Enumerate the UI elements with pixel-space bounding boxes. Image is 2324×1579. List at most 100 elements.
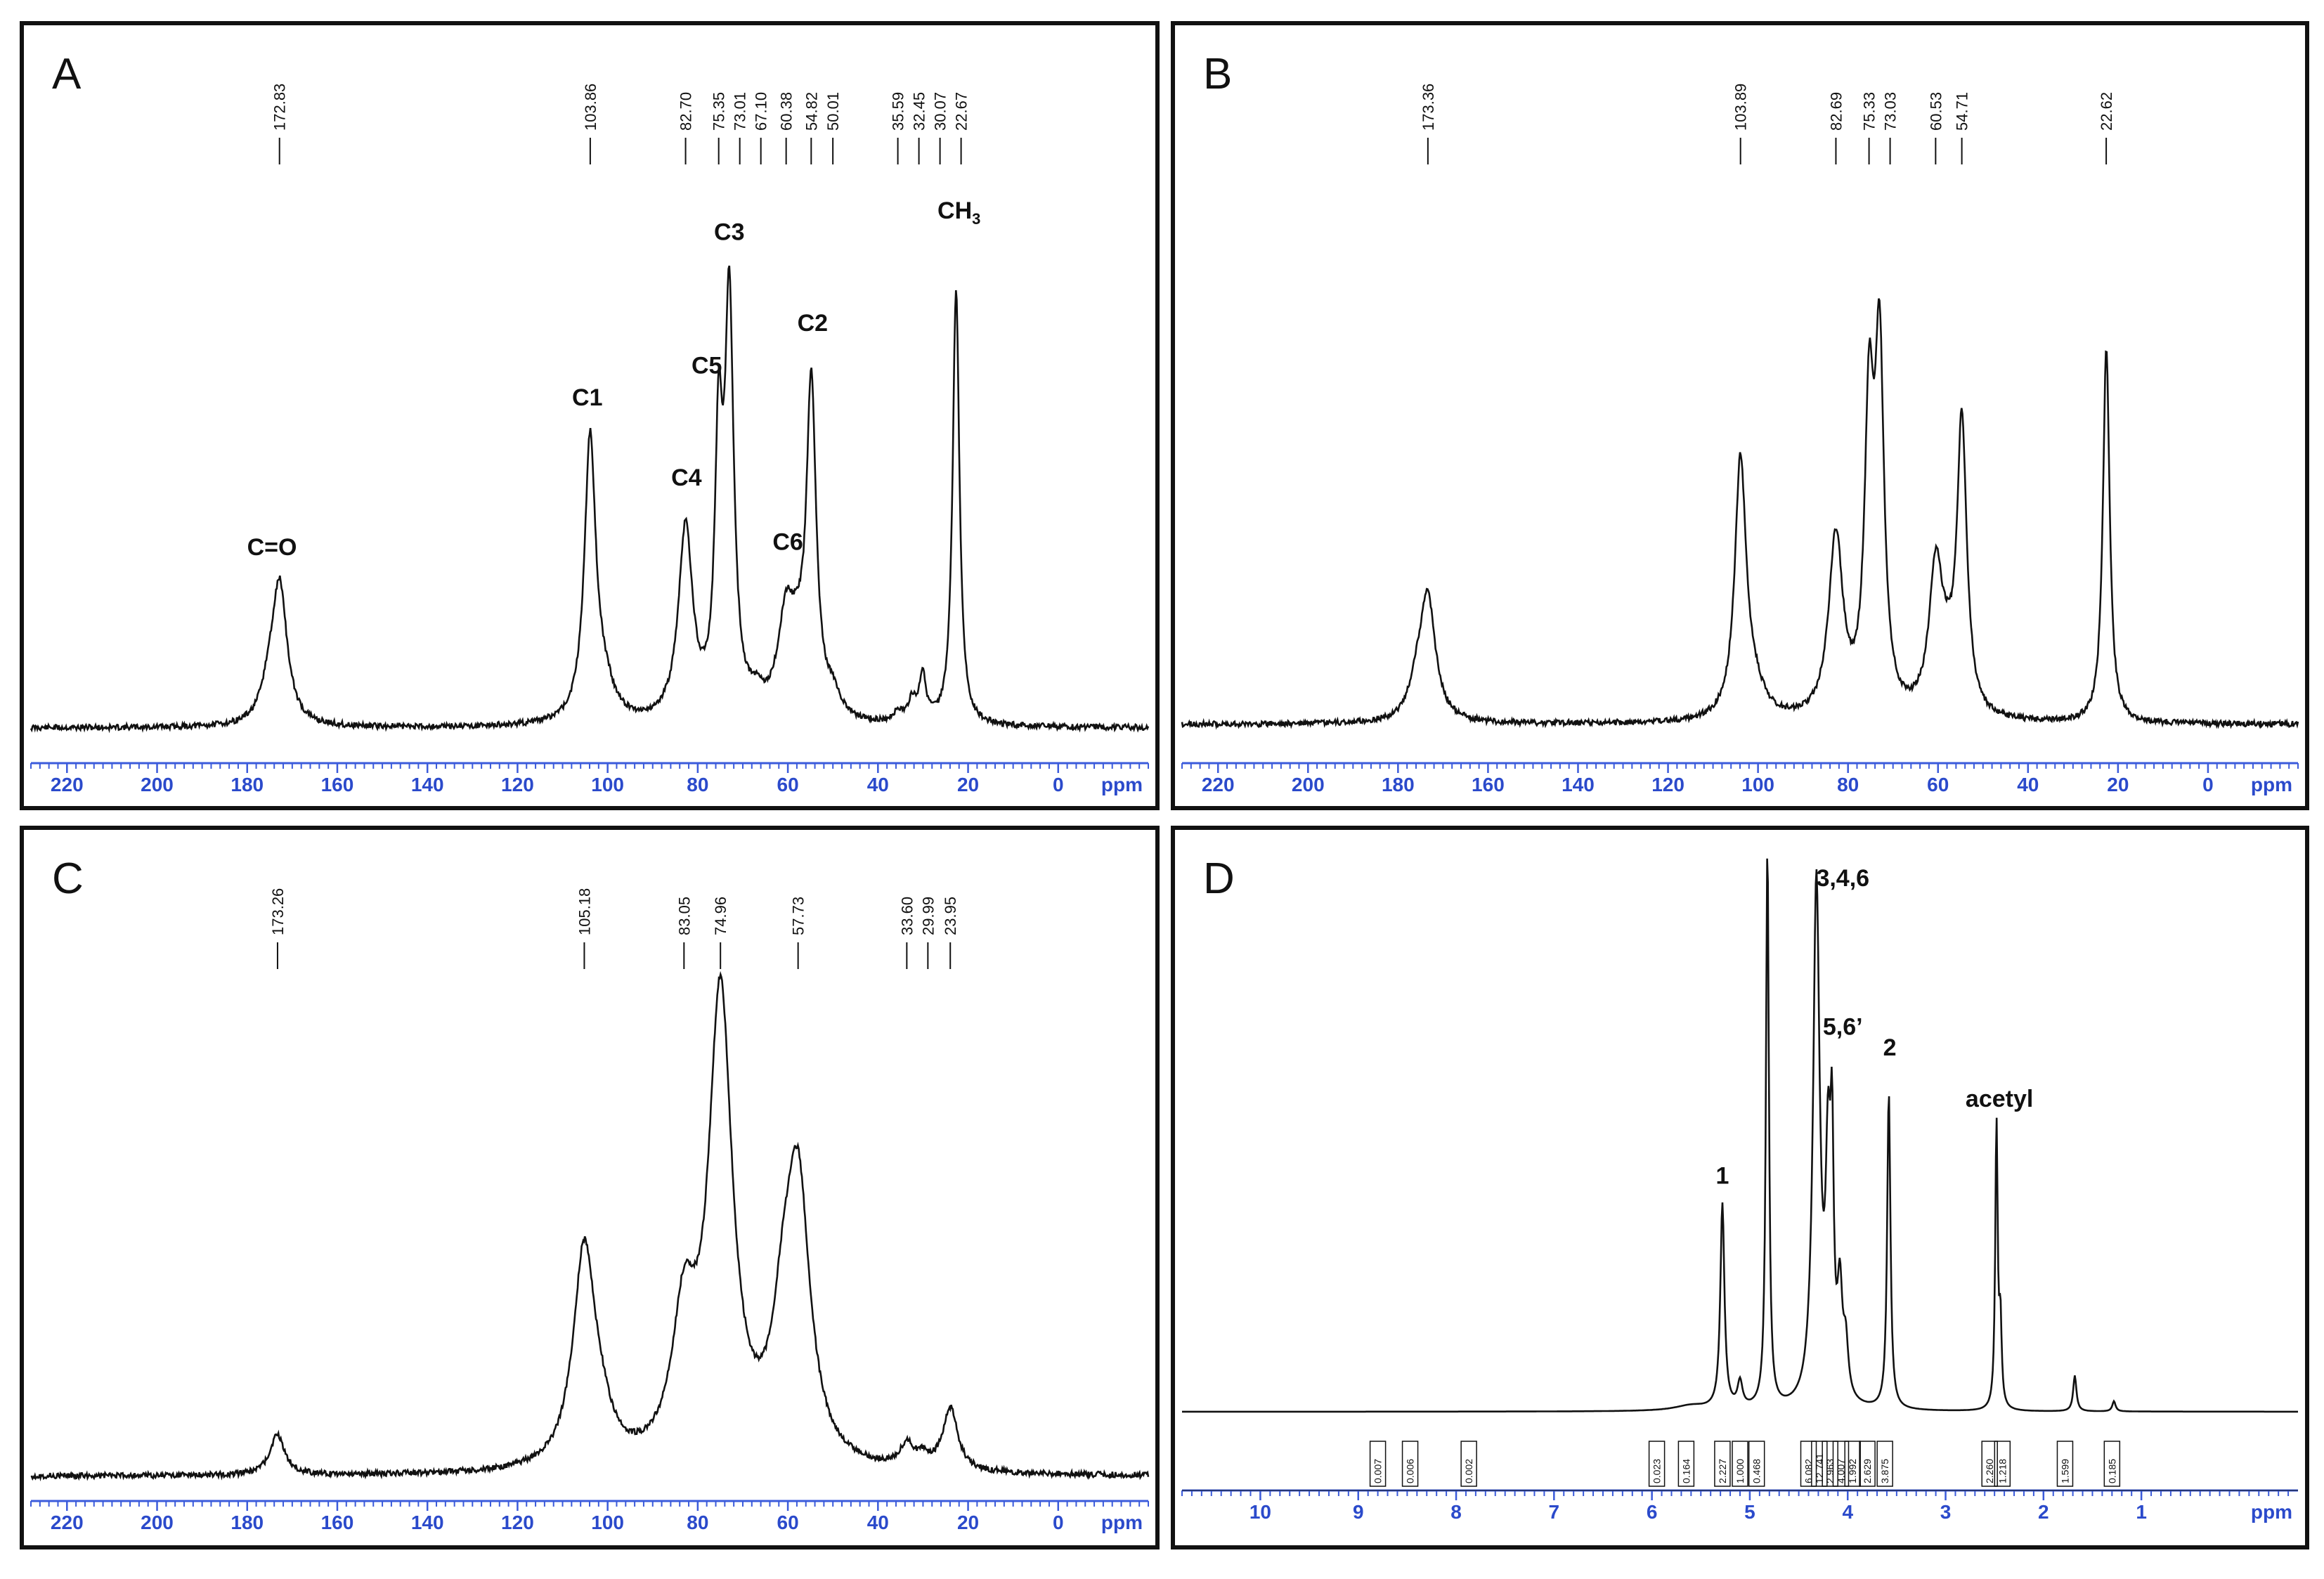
panel-b: B 220 200 180 160 140 120 100 80 60 40 20 0 ppm 173.36… xyxy=(1171,21,2309,810)
peak-annotation: 1 xyxy=(1715,1162,1729,1189)
peak-position-label: 35.59 xyxy=(890,92,907,131)
integral-value: 1.599 xyxy=(2059,1459,2070,1483)
integral-box xyxy=(1714,1441,1731,1487)
peak-position-label: 50.01 xyxy=(824,92,842,131)
peak-position-label: 105.18 xyxy=(576,888,593,935)
x-tick-label: 180 xyxy=(1382,774,1415,795)
peak-annotation: C2 xyxy=(798,310,828,337)
peak-position-label: 22.67 xyxy=(953,92,971,131)
x-tick-label: 7 xyxy=(1549,1501,1560,1523)
peak-position-label: 57.73 xyxy=(790,897,807,935)
integral-box xyxy=(1859,1441,1876,1487)
integral-box xyxy=(1677,1441,1695,1487)
annotation-subscript: 3 xyxy=(972,210,980,228)
panel-a: A 220 200 180 160 140 120 100 80 60 40 20 0 ppm 172.83… xyxy=(20,21,1160,810)
peak-position-label: 33.60 xyxy=(898,897,916,935)
panel-d: D 10 9 8 7 6 5 4 3 2 1 ppm 1 3,4,6 5,6’ 2 acetyl 0.007 0.0… xyxy=(1171,826,2309,1549)
integral-box xyxy=(1369,1441,1387,1487)
peak-position-label: 82.69 xyxy=(1827,92,1845,131)
peak-position-label: 73.03 xyxy=(1882,92,1900,131)
spectrum-trace xyxy=(1181,298,2299,730)
peak-position-label: 29.99 xyxy=(919,897,937,935)
integral-value: 2.260 xyxy=(1984,1459,1995,1483)
x-tick-label: 220 xyxy=(51,1512,84,1533)
peak-position-label: 32.45 xyxy=(911,92,928,131)
x-tick-label: 220 xyxy=(1202,774,1235,795)
x-tick-label: 3 xyxy=(1940,1501,1952,1523)
peak-annotation: acetyl xyxy=(1966,1086,2033,1112)
integral-box xyxy=(1460,1441,1477,1487)
x-unit-label: ppm xyxy=(2251,774,2292,795)
x-tick-label: 200 xyxy=(141,1512,174,1533)
peak-position-label: 75.33 xyxy=(1861,92,1878,131)
x-tick-label: 200 xyxy=(141,774,174,795)
x-tick-label: 160 xyxy=(321,1512,354,1533)
integral-value: 12.741 xyxy=(1814,1453,1825,1483)
integral-box xyxy=(1732,1441,1748,1487)
peak-annotation: 5,6’ xyxy=(1823,1014,1863,1041)
x-tick-label: 5 xyxy=(1744,1501,1755,1523)
peak-annotation: C=O xyxy=(247,534,297,561)
integral-value: 0.007 xyxy=(1372,1459,1384,1483)
integral-box xyxy=(1748,1441,1765,1487)
integral-value: 0.002 xyxy=(1463,1459,1474,1483)
x-tick-label: 140 xyxy=(411,774,444,795)
peak-position-label: 60.38 xyxy=(778,92,796,131)
peak-position-label: 172.83 xyxy=(271,84,289,131)
x-tick-label: 60 xyxy=(777,1512,799,1533)
integral-box xyxy=(1648,1441,1666,1487)
integral-value: 3.875 xyxy=(1879,1459,1890,1483)
integral-value: 1.000 xyxy=(1734,1459,1746,1483)
x-tick-label: 80 xyxy=(1837,774,1859,795)
integral-box xyxy=(1981,1441,1998,1487)
x-tick-label: 100 xyxy=(591,774,624,795)
x-tick-label: 4 xyxy=(1842,1501,1853,1523)
peak-position-label: 73.01 xyxy=(732,92,749,131)
integral-value: 0.023 xyxy=(1651,1459,1663,1483)
x-unit-label: ppm xyxy=(1101,1512,1143,1533)
x-tick-label: 180 xyxy=(231,1512,264,1533)
peak-annotation: 3,4,6 xyxy=(1816,865,1869,892)
peak-position-label: 103.86 xyxy=(582,84,599,131)
x-tick-label: 2 xyxy=(2038,1501,2049,1523)
integral-value: 0.164 xyxy=(1680,1459,1692,1483)
peak-position-label: 173.26 xyxy=(269,888,287,935)
integral-value: 1.992 xyxy=(1847,1459,1858,1483)
integral-value: 2.629 xyxy=(1862,1459,1873,1483)
x-unit-label: ppm xyxy=(1101,774,1143,795)
peak-position-label: 60.53 xyxy=(1927,92,1945,131)
x-tick-label: 20 xyxy=(957,1512,979,1533)
integral-value: 2.227 xyxy=(1717,1459,1728,1483)
x-tick-label: 1 xyxy=(2136,1501,2147,1523)
x-tick-label: 200 xyxy=(1292,774,1325,795)
panel-label: A xyxy=(52,50,82,98)
x-tick-label: 0 xyxy=(2202,774,2214,795)
x-tick-label: 40 xyxy=(867,774,889,795)
panel-c: C 220 200 180 160 140 120 100 80 60 40 20 0 ppm 173.26… xyxy=(20,826,1160,1549)
integral-value: 1.218 xyxy=(1997,1459,2008,1483)
spectrum-trace xyxy=(30,970,1150,1482)
integral-box xyxy=(1811,1441,1828,1487)
peak-position-label: 82.70 xyxy=(677,92,695,131)
x-tick-label: 40 xyxy=(2017,774,2039,795)
x-tick-label: 0 xyxy=(1053,774,1064,795)
peak-position-label: 67.10 xyxy=(753,92,770,131)
spectrum-trace xyxy=(1182,858,2298,1413)
peak-position-label: 173.36 xyxy=(1420,84,1437,131)
x-tick-label: 80 xyxy=(687,1512,708,1533)
x-tick-label: 120 xyxy=(501,774,534,795)
peak-position-label: 54.82 xyxy=(803,92,820,131)
peak-annotation: 2 xyxy=(1883,1034,1897,1061)
peak-position-label: 75.35 xyxy=(710,92,728,131)
integral-box xyxy=(2056,1441,2074,1487)
x-tick-label: 9 xyxy=(1353,1501,1364,1523)
integral-value: 0.185 xyxy=(2106,1459,2117,1483)
x-tick-label: 60 xyxy=(777,774,799,795)
integral-value: 0.006 xyxy=(1405,1459,1416,1483)
x-tick-label: 120 xyxy=(501,1512,534,1533)
spectrum-trace xyxy=(30,265,1150,734)
integral-value: 4.007 xyxy=(1835,1459,1846,1483)
panel-label: B xyxy=(1203,50,1232,98)
